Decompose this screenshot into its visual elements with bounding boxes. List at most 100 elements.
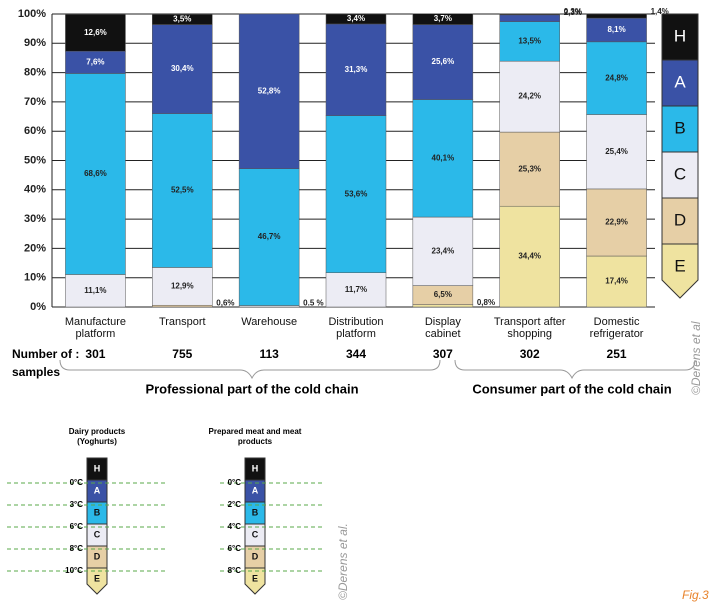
value-label: 25,4% — [605, 147, 628, 156]
bar-segment — [412, 24, 474, 100]
bar-segment — [325, 23, 387, 116]
brace — [454, 359, 696, 380]
bar-segment — [412, 13, 474, 25]
temp-label: 8°C — [70, 544, 84, 553]
temp-label: 6°C — [70, 522, 84, 531]
scale-letter: E — [94, 573, 100, 583]
credit: ©Derens et al — [689, 321, 703, 395]
sample-count: 301 — [85, 347, 105, 361]
legend-label: H — [674, 26, 686, 45]
value-label: 3,7% — [434, 14, 452, 23]
value-label: 13,5% — [518, 37, 541, 46]
scale-letter: H — [94, 463, 101, 473]
value-label: 25,3% — [518, 164, 541, 173]
bar-segment — [152, 24, 213, 114]
legend-swatch — [661, 13, 699, 61]
bar-segment — [152, 267, 213, 306]
value-label: 12,9% — [171, 281, 194, 290]
y-tick-label: 60% — [24, 125, 46, 137]
scale-letter: D — [94, 551, 101, 561]
scale-letter: A — [94, 485, 101, 495]
legend-swatch — [661, 105, 699, 153]
value-label: 11,7% — [345, 285, 367, 294]
sample-count: 113 — [259, 347, 279, 361]
group-label: Professional part of the cold chain — [145, 381, 358, 396]
bar-segment — [238, 13, 300, 169]
value-label: 52,8% — [258, 86, 281, 95]
value-label: 1,4% — [651, 7, 669, 16]
value-label: 3,5% — [173, 15, 191, 24]
scale-swatch — [244, 567, 266, 595]
group-label: Consumer part of the cold chain — [472, 381, 671, 396]
value-label: 17,4% — [605, 277, 628, 286]
sample-count: 307 — [433, 347, 453, 361]
legend-label: D — [674, 210, 686, 229]
value-label: 52,5% — [171, 186, 194, 195]
samples-label: samples — [12, 365, 60, 379]
x-tick-label: Manufacture platform — [65, 316, 126, 340]
legend-label: C — [674, 164, 686, 183]
x-tick-label: Distribution platform — [328, 316, 383, 340]
y-tick-label: 90% — [24, 37, 46, 49]
temp-label: 3°C — [70, 500, 84, 509]
value-label: 22,9% — [605, 218, 628, 227]
scale-title: Dairy products (Yoghurts) — [69, 427, 126, 446]
value-label: 8,1% — [607, 25, 625, 34]
legend-swatch — [661, 59, 699, 107]
value-label: 40,1% — [432, 153, 455, 162]
bar-segment — [586, 188, 647, 257]
y-tick-label: 70% — [24, 96, 46, 108]
value-label: 0.5 % — [303, 299, 323, 308]
legend-label: E — [674, 256, 685, 275]
x-tick-label: Domestic refrigerator — [590, 316, 644, 340]
sample-count: 344 — [346, 347, 366, 361]
bar-segment — [499, 131, 560, 207]
value-label: 46,7% — [258, 232, 281, 241]
scale-letter: B — [252, 507, 259, 517]
bar-segment — [65, 73, 126, 275]
temp-label: 8°C — [228, 566, 242, 575]
legend-label: B — [674, 118, 685, 137]
bar-segment — [586, 41, 647, 115]
y-tick-label: 50% — [24, 154, 46, 166]
temp-label: 10°C — [65, 566, 83, 575]
bar-segment — [152, 304, 213, 308]
y-tick-label: 40% — [24, 184, 46, 196]
value-label: 12,6% — [84, 28, 107, 37]
credit: ©Derens et al. — [336, 523, 350, 600]
bar-segment — [499, 13, 560, 16]
value-label: 34,4% — [518, 252, 541, 261]
y-tick-label: 20% — [24, 242, 46, 254]
y-tick-label: 10% — [24, 272, 46, 284]
bar-segment — [586, 114, 647, 190]
scale-letter: E — [252, 573, 258, 583]
value-label: 30,4% — [171, 64, 194, 73]
value-label: 24,2% — [518, 92, 541, 101]
bar-segment — [412, 304, 474, 308]
bar-segment — [152, 113, 213, 268]
y-tick-label: 80% — [24, 67, 46, 79]
scale-swatch — [86, 567, 108, 595]
value-label: 7,6% — [86, 57, 104, 66]
y-tick-label: 100% — [18, 8, 46, 20]
y-tick-label: 30% — [24, 213, 46, 225]
bar-segment — [499, 21, 560, 62]
value-label: 0,6% — [216, 298, 234, 307]
temp-label: 4°C — [228, 522, 242, 531]
scale-letter: H — [252, 463, 259, 473]
value-label: 6,5% — [434, 290, 452, 299]
scale-letter: C — [94, 529, 101, 539]
sample-count: 302 — [520, 347, 540, 361]
bar-segment — [152, 14, 213, 25]
value-label: 2,3% — [564, 8, 582, 17]
bar-segment — [499, 205, 560, 308]
temp-label: 6°C — [228, 544, 242, 553]
scale-letter: D — [252, 551, 259, 561]
value-label: 0,3% — [564, 7, 582, 16]
temp-label: 0°C — [70, 478, 84, 487]
legend-label: A — [674, 72, 686, 91]
temp-label: 0°C — [228, 478, 242, 487]
sample-count: 755 — [172, 347, 192, 361]
bar-segment — [325, 272, 387, 308]
